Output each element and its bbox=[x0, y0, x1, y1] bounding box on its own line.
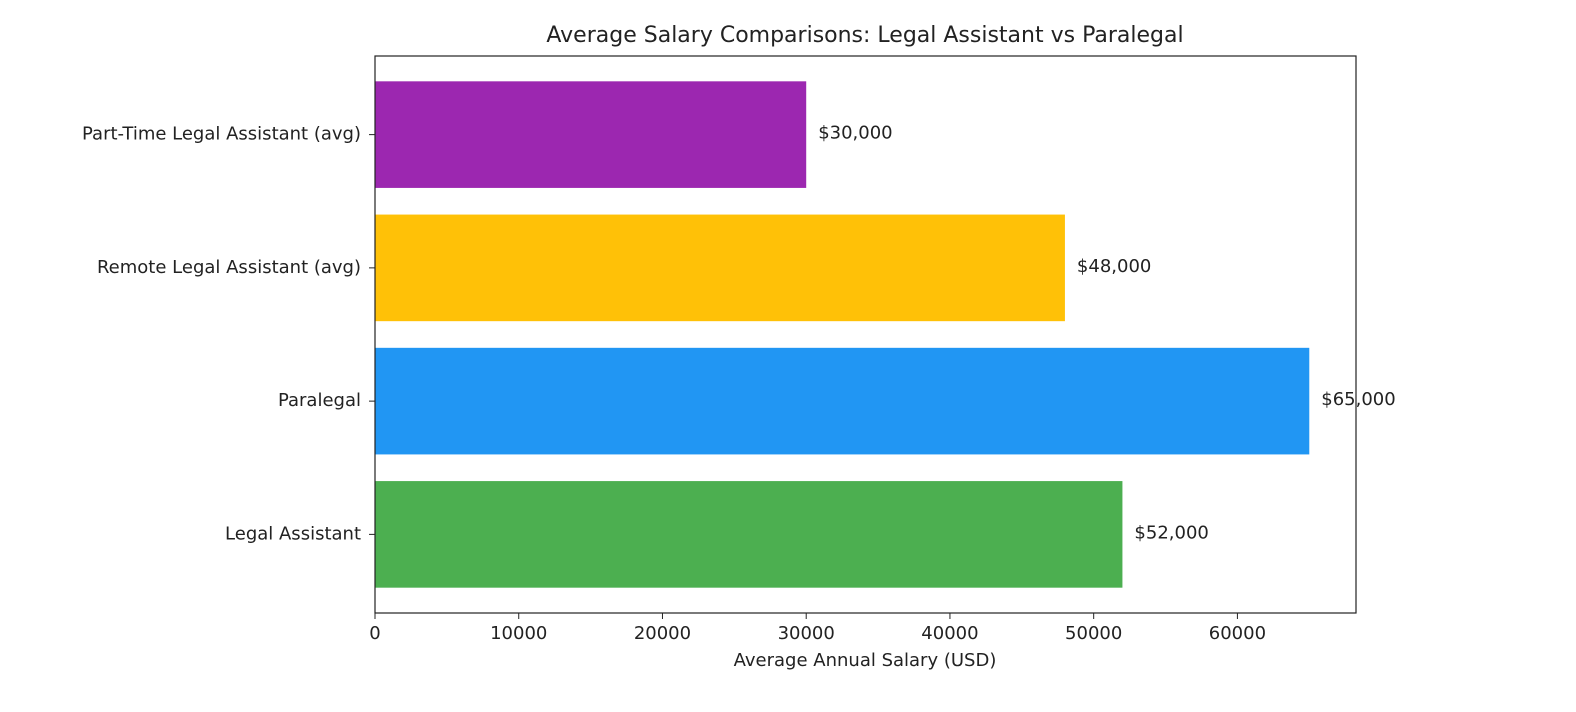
value-label: $48,000 bbox=[1077, 256, 1151, 277]
y-tick-label: Paralegal bbox=[278, 390, 361, 411]
x-tick-label: 30000 bbox=[778, 623, 835, 644]
plot-frame bbox=[374, 55, 1357, 614]
chart-title: Average Salary Comparisons: Legal Assist… bbox=[546, 23, 1183, 48]
y-tick-label: Legal Assistant bbox=[225, 523, 361, 544]
x-tick-label: 40000 bbox=[921, 623, 978, 644]
y-tick-label: Part-Time Legal Assistant (avg) bbox=[82, 124, 361, 145]
value-label: $52,000 bbox=[1134, 522, 1208, 543]
x-tick-label: 20000 bbox=[634, 623, 691, 644]
y-tick-label: Remote Legal Assistant (avg) bbox=[97, 257, 361, 278]
x-tick-label: 0 bbox=[369, 623, 380, 644]
x-tick-label: 50000 bbox=[1065, 623, 1122, 644]
bar bbox=[375, 214, 1065, 322]
value-label: $65,000 bbox=[1321, 389, 1395, 410]
x-tick-label: 10000 bbox=[490, 623, 547, 644]
bar bbox=[375, 347, 1310, 455]
bar bbox=[375, 81, 807, 188]
x-axis-label: Average Annual Salary (USD) bbox=[734, 650, 997, 671]
bar bbox=[375, 481, 1123, 588]
value-label: $30,000 bbox=[818, 123, 892, 144]
x-tick-label: 60000 bbox=[1209, 623, 1266, 644]
